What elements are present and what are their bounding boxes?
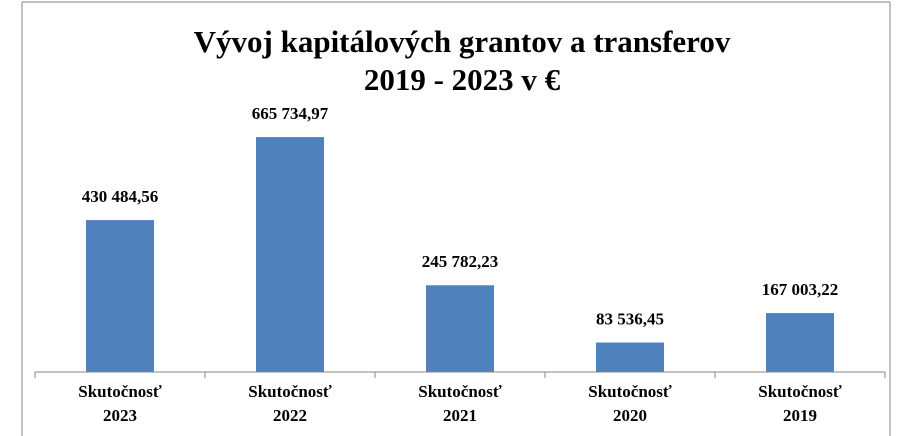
x-tick-label-line: Skutočnosť xyxy=(758,382,842,401)
chart-title: Vývoj kapitálových grantov a transferov xyxy=(194,24,731,59)
value-label: 167 003,22 xyxy=(762,280,839,299)
x-tick-label: Skutočnosť 2020 xyxy=(588,382,672,425)
x-tick-label: Skutočnosť 2022 xyxy=(248,382,332,425)
bar xyxy=(596,342,664,372)
bar xyxy=(86,220,154,372)
x-tick-label-line: Skutočnosť xyxy=(78,382,162,401)
x-tick-label-line: 2020 xyxy=(613,406,647,425)
bar xyxy=(766,313,834,372)
value-label: 83 536,45 xyxy=(596,309,664,328)
x-tick-label-line: 2021 xyxy=(443,406,477,425)
value-label: 665 734,97 xyxy=(252,104,329,123)
x-tick-label-line: 2023 xyxy=(103,406,137,425)
bar xyxy=(426,285,494,372)
x-tick-label-line: 2022 xyxy=(273,406,307,425)
x-tick-label: Skutočnosť 2023 xyxy=(78,382,162,425)
x-tick-label-line: 2019 xyxy=(783,406,817,425)
value-label: 245 782,23 xyxy=(422,252,499,271)
x-tick-label-line: Skutočnosť xyxy=(248,382,332,401)
bar xyxy=(256,137,324,372)
chart-subtitle: 2019 - 2023 v € xyxy=(364,62,561,97)
x-tick-label-line: Skutočnosť xyxy=(418,382,502,401)
x-tick-label-line: Skutočnosť xyxy=(588,382,672,401)
x-tick-label: Skutočnosť 2021 xyxy=(418,382,502,425)
x-tick-label: Skutočnosť 2019 xyxy=(758,382,842,425)
value-label: 430 484,56 xyxy=(82,187,159,206)
